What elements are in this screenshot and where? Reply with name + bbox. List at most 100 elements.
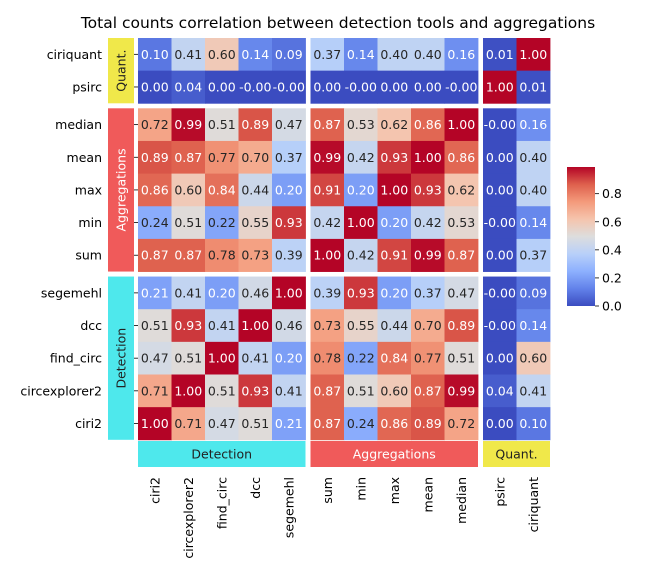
heatmap-cell [411, 374, 445, 408]
cell-value-label: 0.86 [380, 416, 408, 431]
cell-value-label: 0.22 [208, 215, 236, 230]
cell-value-label: 0.00 [141, 79, 169, 94]
cell-value-label: 0.46 [241, 285, 269, 300]
heatmap-cell [377, 140, 412, 174]
cell-value-label: 0.42 [313, 215, 341, 230]
cell-value-label: 0.14 [519, 215, 547, 230]
cell-value-label: 0.71 [141, 383, 169, 398]
heatmap-cell [138, 206, 172, 240]
cell-value-label: 0.93 [414, 182, 442, 197]
cell-value-label: 1.00 [174, 383, 202, 398]
cell-value-label: 1.00 [414, 150, 442, 165]
cell-value-label: 0.41 [241, 351, 269, 366]
heatmap-cell [344, 407, 378, 441]
heatmap-cell [377, 341, 412, 375]
heatmap-cell [344, 108, 378, 142]
cell-value-label: 0.09 [275, 47, 303, 62]
cell-value-label: 0.87 [414, 383, 442, 398]
cell-value-label: 0.78 [208, 248, 236, 263]
cell-value-label: 0.86 [414, 117, 442, 132]
heatmap-cell [516, 38, 551, 72]
column-label: sum [320, 477, 335, 504]
cell-value-label: 0.10 [519, 416, 547, 431]
column-labels: ciri2 circexplorer2 find_circ dcc segemehl su… [147, 477, 541, 559]
cell-value-label: 0.47 [447, 285, 475, 300]
cell-value-label: 0.00 [208, 79, 236, 94]
heatmap-cell [310, 38, 345, 72]
heatmap-cell [483, 38, 517, 72]
heatmap-cell [483, 140, 517, 174]
heatmap-cell [238, 309, 273, 343]
cell-value-label: 0.93 [380, 150, 408, 165]
heatmap-cell [411, 173, 445, 207]
column-group-label: Quant. [495, 447, 537, 462]
cell-value-label: 0.24 [347, 416, 375, 431]
cell-value-label: 0.89 [447, 318, 475, 333]
heatmap-cell [205, 238, 239, 272]
cell-value-label: 0.41 [275, 383, 303, 398]
colorbar-tick-label: 0.8 [602, 186, 622, 201]
row-group-bar [108, 276, 134, 440]
heatmap-cell [205, 140, 239, 174]
cell-value-label: 0.53 [447, 215, 475, 230]
cell-value-label: 0.87 [313, 416, 341, 431]
heatmap-cell [411, 140, 445, 174]
heatmap-cell [238, 341, 273, 375]
heatmap-cell [377, 38, 412, 72]
row-group-label: Quant. [114, 50, 129, 92]
cell-value-label: 0.22 [347, 351, 375, 366]
cell-value-label: 0.60 [519, 351, 547, 366]
colorbar: 0.0 0.2 0.4 0.6 0.8 [567, 167, 622, 314]
cell-value-label: 0.04 [174, 79, 202, 94]
cell-value-label: 0.71 [174, 416, 202, 431]
heatmap-cell [138, 38, 172, 72]
heatmap-cell [205, 276, 239, 310]
cell-value-label: 0.62 [447, 182, 475, 197]
heatmap-cell [344, 276, 378, 310]
heatmap-cell [138, 173, 172, 207]
heatmap-cell [411, 309, 445, 343]
heatmap-cell [171, 309, 206, 343]
cell-value-label: 0.20 [380, 215, 408, 230]
row-label: segemehl [41, 285, 102, 300]
heatmap-cell [272, 140, 306, 174]
cell-value-label: 0.70 [241, 150, 269, 165]
heatmap-cell [483, 374, 517, 408]
heatmap-cell [272, 108, 306, 142]
heatmap-cell [171, 140, 206, 174]
cell-value-label: 0.99 [174, 117, 202, 132]
cell-value-label: 0.55 [347, 318, 375, 333]
heatmap-cell [138, 108, 172, 142]
cell-value-label: 0.60 [208, 47, 236, 62]
cell-value-label: -0.00 [239, 79, 271, 94]
cell-value-label: 0.46 [275, 318, 303, 333]
cell-value-label: 1.00 [380, 182, 408, 197]
heatmap-cell [205, 206, 239, 240]
cell-value-label: 0.00 [486, 351, 514, 366]
colorbar-tick-label: 0.6 [602, 214, 622, 229]
cell-value-label: -0.00 [273, 79, 305, 94]
heatmap-cell [138, 276, 172, 310]
heatmap-cell [377, 407, 412, 441]
cell-value-label: 1.00 [447, 117, 475, 132]
heatmap-cell [272, 70, 306, 104]
column-group-bars: Detection Aggregations Quant. [138, 441, 550, 467]
cell-value-label: 0.47 [208, 416, 236, 431]
heatmap-cell [205, 70, 239, 104]
heatmap-cell [205, 374, 239, 408]
cell-value-label: 0.20 [208, 285, 236, 300]
column-label: ciriquant [526, 477, 541, 532]
cell-value-label: 0.20 [275, 182, 303, 197]
column-group-bar [483, 441, 550, 467]
heatmap-cell [444, 70, 479, 104]
cell-value-label: 0.84 [208, 182, 236, 197]
heatmap-cell [344, 309, 378, 343]
heatmap-cell [238, 70, 273, 104]
cell-value-label: 0.37 [519, 248, 547, 263]
row-label: ciriquant [47, 47, 102, 62]
cell-value-label: 0.00 [414, 79, 442, 94]
column-label: ciri2 [147, 477, 162, 504]
cell-value-label: 0.77 [414, 351, 442, 366]
cell-value-label: 0.40 [380, 47, 408, 62]
heatmap-cell [171, 341, 206, 375]
